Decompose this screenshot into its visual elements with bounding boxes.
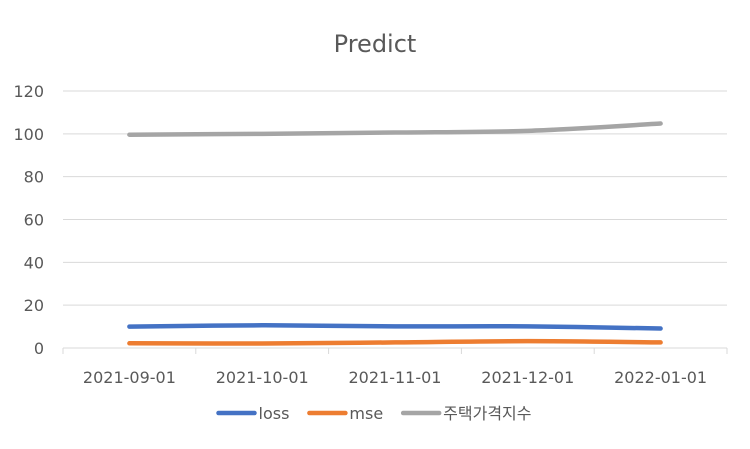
- y-tick-label: 60: [24, 211, 44, 230]
- legend-label-1: mse: [349, 404, 383, 423]
- x-tick-label: 2021-12-01: [481, 368, 574, 387]
- x-axis-ticks: 2021-09-01 2021-10-01 2021-11-01 2021-12-01…: [83, 368, 707, 387]
- y-axis-ticks: 0 20 40 60 80 100 120: [13, 82, 44, 358]
- x-tick-label: 2021-11-01: [349, 368, 442, 387]
- y-tick-label: 0: [34, 339, 44, 358]
- y-tick-label: 80: [24, 168, 44, 187]
- x-tick-label: 2022-01-01: [614, 368, 707, 387]
- plot-area: [127, 121, 663, 346]
- series-line-2: [127, 121, 663, 137]
- legend: loss mse 주택가격지수: [216, 404, 532, 423]
- grid: [63, 90, 727, 306]
- x-axis: [62, 347, 728, 354]
- y-tick-label: 120: [13, 82, 44, 101]
- legend-label-0: loss: [259, 404, 290, 423]
- series-line-0: [127, 323, 663, 331]
- x-tick-label: 2021-10-01: [216, 368, 309, 387]
- legend-label-2: 주택가격지수: [443, 404, 531, 423]
- y-tick-label: 20: [24, 296, 44, 315]
- x-tick-label: 2021-09-01: [83, 368, 176, 387]
- chart-title: Predict: [334, 30, 417, 58]
- y-tick-label: 40: [24, 253, 44, 272]
- y-tick-label: 100: [13, 125, 44, 144]
